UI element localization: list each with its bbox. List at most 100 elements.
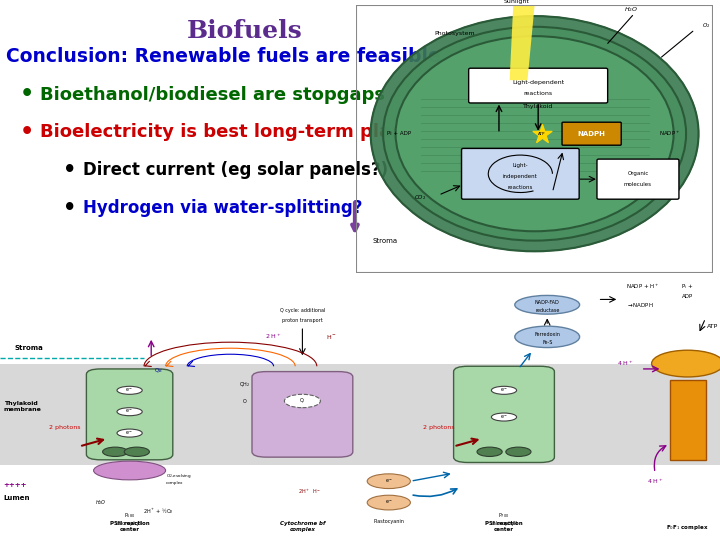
Text: PSI reaction
center: PSI reaction center [485, 521, 523, 532]
Text: ATP: ATP [538, 132, 546, 136]
Text: Fe-S: Fe-S [542, 340, 552, 345]
Ellipse shape [652, 350, 720, 377]
Text: Organic: Organic [627, 171, 649, 176]
Text: Photosystem: Photosystem [435, 31, 475, 36]
Text: Q cycle: additional: Q cycle: additional [279, 308, 325, 313]
Text: e$^-$: e$^-$ [125, 387, 134, 394]
Ellipse shape [117, 408, 142, 416]
Text: H$^-$: H$^-$ [325, 333, 337, 341]
Ellipse shape [515, 326, 580, 348]
FancyBboxPatch shape [469, 68, 608, 103]
Text: e$^-$: e$^-$ [125, 408, 134, 415]
Text: 4 H$^+$: 4 H$^+$ [617, 359, 634, 368]
Text: QH$_2$: QH$_2$ [239, 381, 251, 389]
FancyBboxPatch shape [562, 122, 621, 145]
Text: Ferredoxin: Ferredoxin [534, 332, 560, 336]
Text: $\rightarrow$NADPH: $\rightarrow$NADPH [626, 301, 654, 309]
Text: Biofuels: Biofuels [187, 19, 302, 43]
Ellipse shape [94, 461, 166, 480]
Text: O$_2$-evolving
complex: O$_2$-evolving complex [166, 472, 192, 485]
Text: $O_2$: $O_2$ [702, 21, 711, 30]
Text: PSII reaction
center: PSII reaction center [109, 521, 150, 532]
Ellipse shape [125, 447, 150, 456]
Text: ATP: ATP [707, 323, 719, 329]
Text: •: • [63, 198, 76, 218]
Point [536, 130, 547, 138]
Text: e$^-$: e$^-$ [384, 499, 393, 507]
Text: Plastocyanin: Plastocyanin [374, 519, 404, 524]
Ellipse shape [491, 413, 517, 421]
Text: F$_0$F$_1$ complex: F$_0$F$_1$ complex [666, 523, 709, 532]
Ellipse shape [477, 447, 503, 456]
FancyBboxPatch shape [86, 369, 173, 460]
FancyBboxPatch shape [462, 148, 579, 199]
Text: e$^-$: e$^-$ [500, 387, 508, 394]
Text: Bioelectricity is best long-term plan: Bioelectricity is best long-term plan [40, 123, 403, 141]
Ellipse shape [491, 386, 517, 394]
FancyBboxPatch shape [597, 159, 679, 199]
Text: 2 photons: 2 photons [49, 425, 81, 430]
Text: Pi + ADP: Pi + ADP [387, 131, 411, 136]
Text: reactions: reactions [508, 185, 533, 190]
Text: Sunlight: Sunlight [504, 0, 530, 4]
Ellipse shape [367, 474, 410, 489]
Text: 4 H$^+$: 4 H$^+$ [647, 477, 664, 485]
Text: reductase: reductase [535, 308, 559, 313]
Text: Thylakoid: Thylakoid [523, 104, 554, 110]
Text: Bioethanol/biodiesel are stopgaps: Bioethanol/biodiesel are stopgaps [40, 85, 384, 104]
Ellipse shape [505, 447, 531, 456]
Text: Q$_i$: Q$_i$ [299, 396, 306, 406]
Text: 2 photons: 2 photons [423, 425, 455, 430]
Text: NADP-FAD: NADP-FAD [535, 300, 559, 305]
Ellipse shape [103, 447, 128, 456]
FancyBboxPatch shape [454, 366, 554, 462]
Ellipse shape [117, 386, 142, 394]
Text: e$^-$: e$^-$ [500, 413, 508, 421]
Text: independent: independent [503, 174, 538, 179]
FancyBboxPatch shape [0, 363, 720, 465]
Text: P$_{700}$
chlorophyll: P$_{700}$ chlorophyll [490, 511, 518, 526]
Text: Light-dependent: Light-dependent [512, 80, 564, 85]
Ellipse shape [284, 394, 320, 408]
Text: ++++: ++++ [4, 482, 27, 488]
Text: molecules: molecules [624, 182, 652, 187]
FancyBboxPatch shape [670, 380, 706, 460]
FancyBboxPatch shape [252, 372, 353, 457]
Text: •: • [63, 160, 76, 180]
Text: Stroma: Stroma [372, 238, 397, 244]
Text: Stroma: Stroma [14, 345, 43, 350]
Ellipse shape [371, 16, 698, 251]
Text: 2H$^+$  H$^-$: 2H$^+$ H$^-$ [298, 488, 321, 496]
Ellipse shape [515, 295, 580, 314]
Ellipse shape [383, 27, 686, 241]
Text: e$^-$: e$^-$ [125, 429, 134, 437]
Text: 2 H$^+$: 2 H$^+$ [265, 333, 282, 341]
Text: $CO_2$: $CO_2$ [415, 193, 427, 202]
Text: NADP$^+$: NADP$^+$ [660, 129, 680, 138]
Text: •: • [19, 84, 34, 105]
Text: Light-: Light- [513, 163, 528, 168]
Text: Cytochrome bf
complex: Cytochrome bf complex [279, 521, 325, 532]
Text: ADP: ADP [682, 294, 693, 299]
Text: proton transport: proton transport [282, 318, 323, 323]
Text: Conclusion: Renewable fuels are feasible: Conclusion: Renewable fuels are feasible [6, 47, 441, 66]
Text: Direct current (eg solar panels?): Direct current (eg solar panels?) [83, 161, 388, 179]
Ellipse shape [367, 495, 410, 510]
Text: O: O [243, 399, 247, 403]
Text: reactions: reactions [523, 91, 553, 96]
Text: P$_i$ +: P$_i$ + [681, 282, 694, 291]
Text: $H_2O$: $H_2O$ [624, 5, 638, 14]
Text: Q$_B$: Q$_B$ [154, 366, 163, 375]
Text: 2H$^+$ + ½O$_2$: 2H$^+$ + ½O$_2$ [143, 505, 174, 516]
Text: $H_2O$: $H_2O$ [95, 498, 107, 507]
Ellipse shape [395, 36, 674, 231]
Text: e$^-$: e$^-$ [384, 477, 393, 485]
Text: NADPH: NADPH [577, 131, 606, 137]
Text: •: • [19, 122, 34, 143]
Ellipse shape [117, 429, 142, 437]
Text: Thylakoid
membrane: Thylakoid membrane [4, 401, 42, 411]
Text: Hydrogen via water-splitting?: Hydrogen via water-splitting? [83, 199, 362, 217]
Text: NADP + H$^+$: NADP + H$^+$ [626, 282, 660, 291]
Text: P$_{680}$
chlorophyll: P$_{680}$ chlorophyll [116, 511, 143, 526]
Polygon shape [510, 5, 534, 80]
